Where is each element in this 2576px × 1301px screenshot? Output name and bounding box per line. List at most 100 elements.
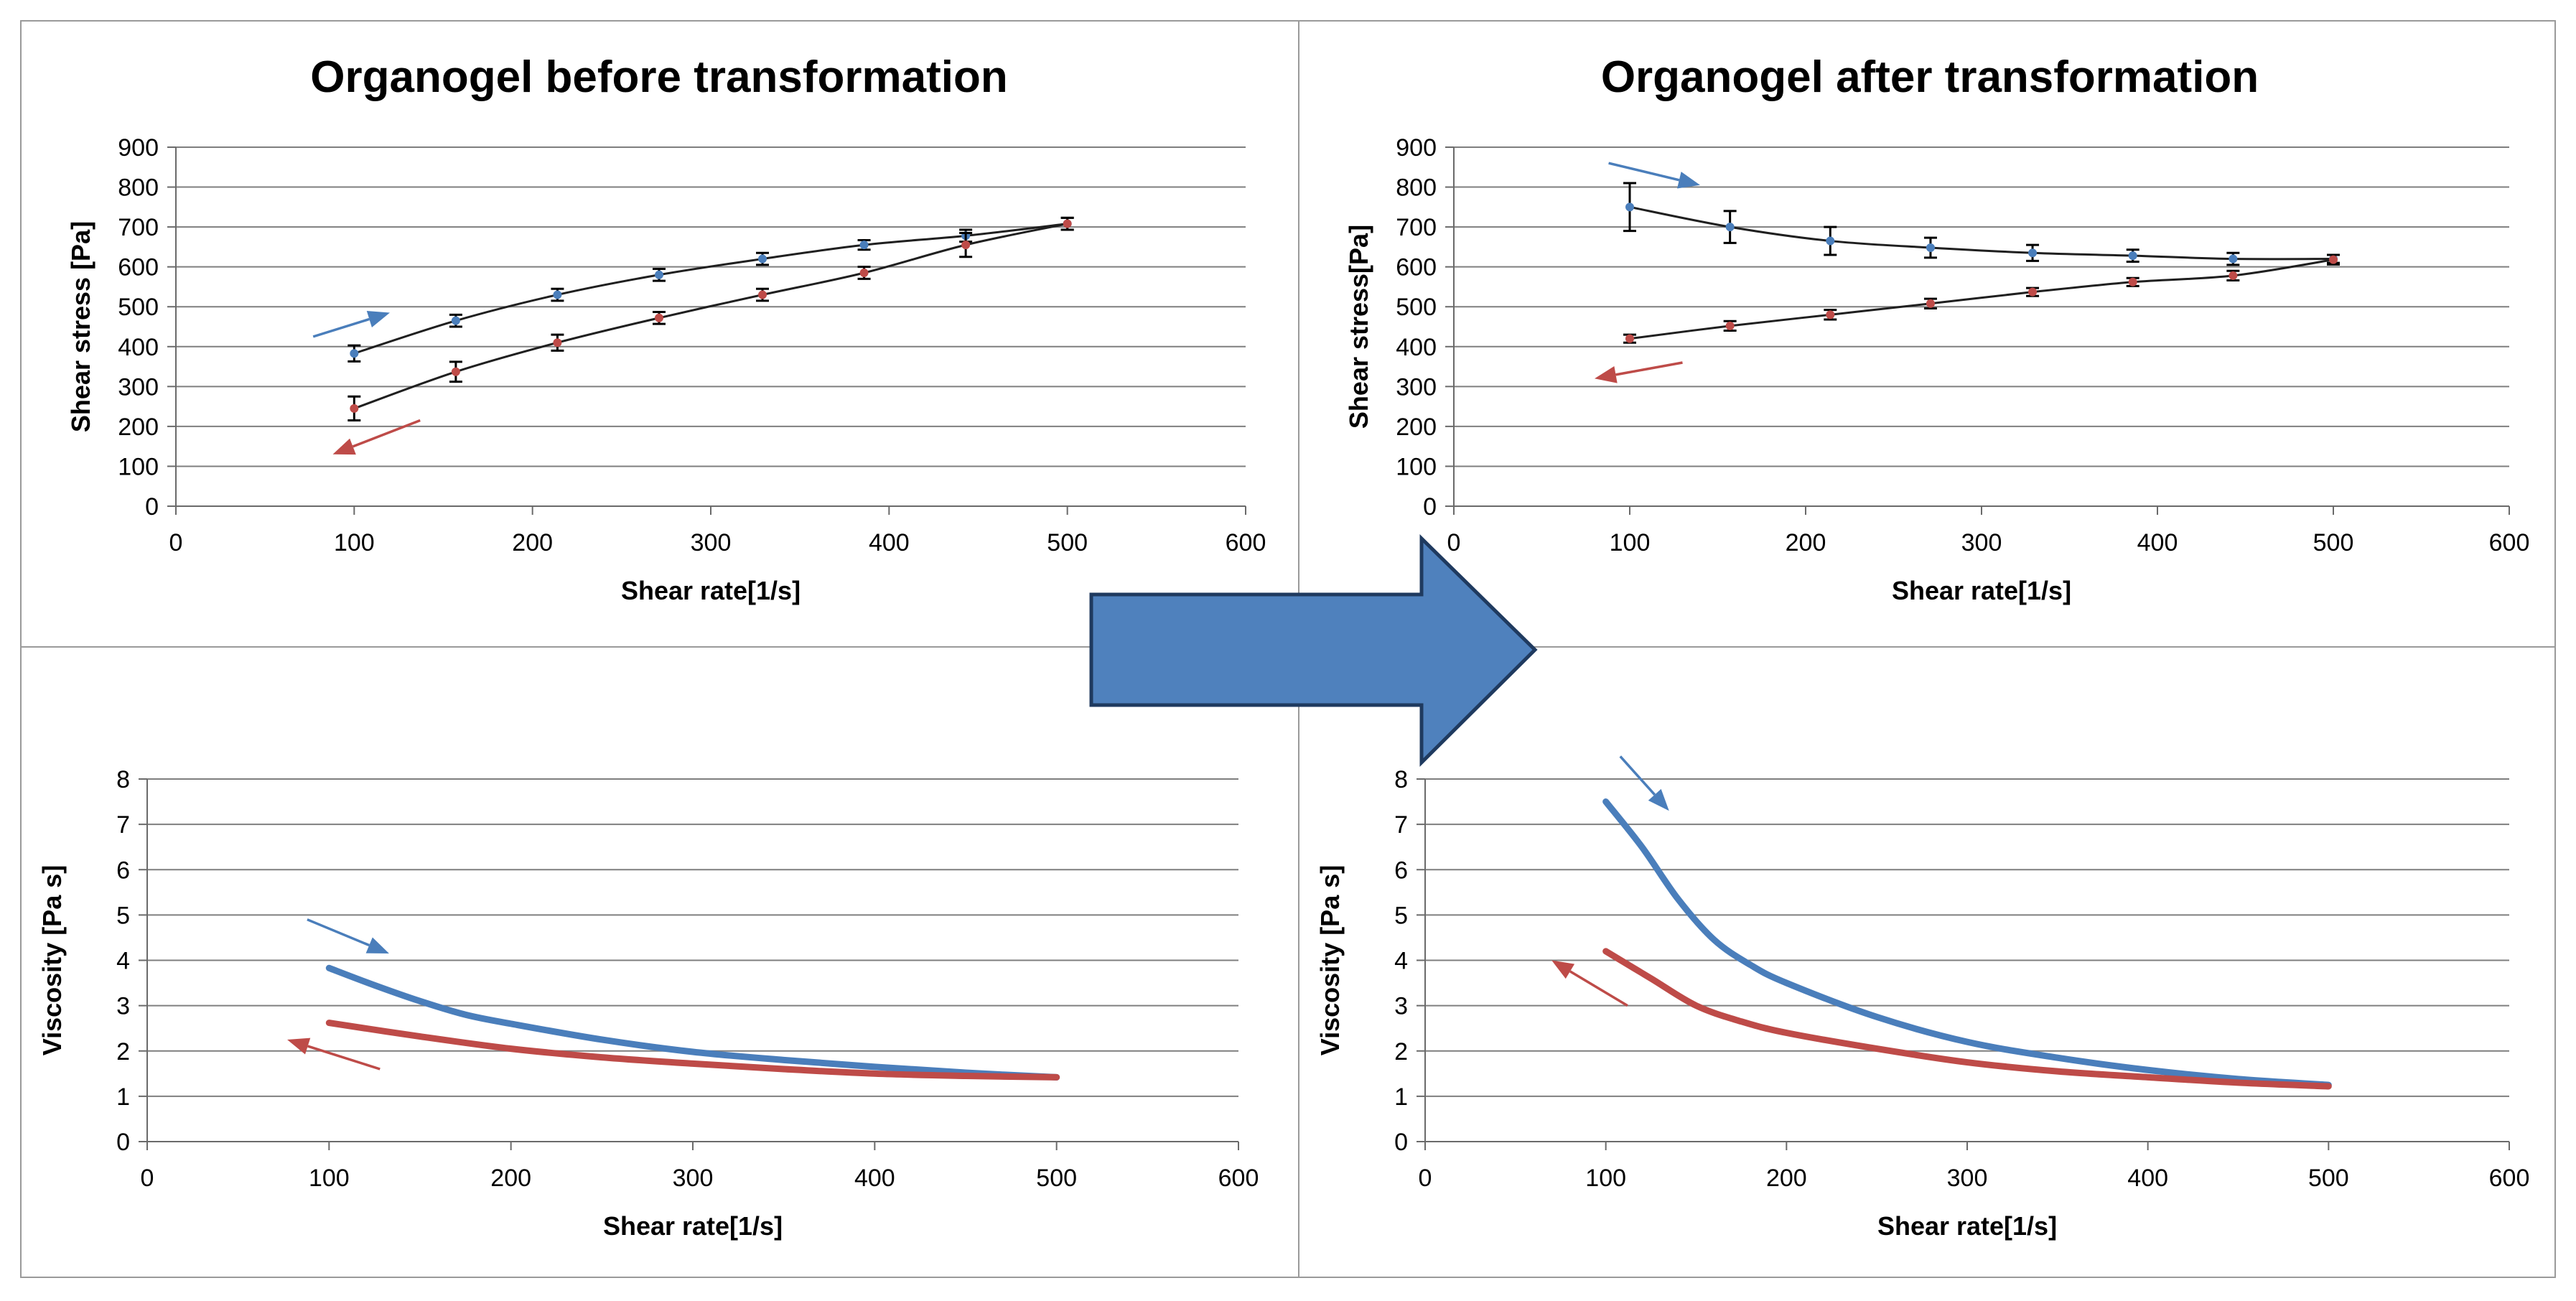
y-tick-label: 100 [1396, 453, 1437, 480]
y-tick-label: 5 [116, 902, 130, 929]
x-tick-label: 500 [1047, 529, 1088, 556]
x-axis-label: Shear rate[1/s] [1892, 576, 2071, 605]
data-point [1063, 219, 1072, 228]
data-point [553, 290, 562, 299]
data-point [654, 313, 663, 322]
trend-line [1629, 205, 2334, 261]
y-tick-label: 5 [1394, 902, 1408, 929]
x-tick-label: 200 [490, 1165, 531, 1192]
x-tick-label: 100 [334, 529, 375, 556]
series-line [1602, 948, 2332, 1090]
x-tick-label: 400 [2127, 1165, 2168, 1192]
x-tick-label: 0 [1419, 1165, 1432, 1192]
y-tick-label: 700 [1396, 214, 1437, 241]
direction-arrow-head [365, 937, 389, 954]
x-tick-label: 100 [1610, 529, 1651, 556]
direction-arrow-shaft [1615, 361, 1683, 376]
direction-arrow-head [287, 1037, 311, 1055]
x-tick-label: 300 [673, 1165, 714, 1192]
y-tick-label: 800 [1396, 174, 1437, 202]
x-tick-label: 300 [1961, 529, 2002, 556]
x-axis-label: Shear rate[1/s] [603, 1211, 783, 1241]
y-tick-label: 800 [118, 174, 159, 202]
chart-viscosity-after: 0 1 2 3 4 5 6 7 8 0 100 200 300 400 500 600 Shear rate[1… [1315, 755, 2530, 1241]
data-point [1826, 310, 1835, 320]
data-point [2128, 277, 2137, 286]
y-tick-label: 0 [1394, 1129, 1408, 1156]
panel-frame-bottom-right [1298, 646, 2556, 1278]
y-tick-label: 1 [116, 1083, 130, 1111]
y-tick-label: 300 [1396, 373, 1437, 401]
x-tick-label: 0 [169, 529, 183, 556]
y-tick-label: 600 [118, 254, 159, 281]
x-tick-label: 600 [1218, 1165, 1259, 1192]
y-tick-label: 900 [118, 134, 159, 162]
x-tick-label: 300 [691, 529, 732, 556]
data-point [2229, 254, 2238, 264]
y-tick-label: 900 [1396, 134, 1437, 162]
direction-arrow-shaft [1608, 162, 1680, 182]
y-tick-label: 300 [118, 373, 159, 401]
y-tick-label: 6 [116, 857, 130, 884]
title-after: Organogel after transformation [1601, 52, 2259, 102]
x-tick-label: 100 [309, 1165, 350, 1192]
data-point [1826, 236, 1835, 246]
data-point [2128, 251, 2137, 261]
y-tick-label: 4 [1394, 948, 1408, 975]
x-tick-label: 500 [1036, 1165, 1077, 1192]
data-point [2329, 255, 2338, 264]
y-tick-label: 700 [118, 214, 159, 241]
y-tick-label: 600 [1396, 254, 1437, 281]
direction-arrow-shaft [307, 1045, 381, 1071]
x-tick-label: 400 [2137, 529, 2178, 556]
x-tick-label: 600 [1226, 529, 1266, 556]
data-point [859, 241, 869, 250]
x-tick-label: 300 [1947, 1165, 1988, 1192]
data-point [758, 254, 767, 264]
direction-arrow-head [1595, 366, 1618, 383]
y-tick-label: 2 [1394, 1038, 1408, 1065]
data-point [350, 404, 359, 413]
x-tick-label: 0 [141, 1165, 154, 1192]
data-point [961, 241, 971, 250]
y-tick-label: 400 [1396, 334, 1437, 361]
y-tick-label: 100 [118, 453, 159, 480]
y-tick-label: 3 [1394, 993, 1408, 1020]
data-point [1625, 334, 1634, 343]
direction-arrow-head [1551, 960, 1575, 979]
x-tick-label: 600 [2489, 529, 2530, 556]
data-point [1926, 299, 1935, 308]
x-tick-label: 600 [2489, 1165, 2530, 1192]
data-point [2028, 248, 2038, 258]
x-axis-label: Shear rate[1/s] [1877, 1211, 2057, 1241]
trend-line [353, 223, 1068, 355]
x-tick-label: 500 [2313, 529, 2354, 556]
series-line [325, 964, 1060, 1081]
data-point [1625, 202, 1634, 212]
series-line [325, 1020, 1060, 1081]
y-tick-label: 0 [145, 493, 159, 521]
trend-line [1629, 258, 2334, 340]
x-tick-label: 400 [869, 529, 910, 556]
direction-arrow-shaft [352, 419, 421, 448]
data-point [859, 269, 869, 277]
direction-arrow-head [332, 438, 356, 455]
data-point [350, 349, 359, 358]
y-tick-label: 1 [1394, 1083, 1408, 1111]
y-tick-label: 500 [118, 294, 159, 321]
chart-viscosity-before: 0 1 2 3 4 5 6 7 8 0 100 200 300 400 500 600 Shear rate[1… [37, 766, 1259, 1241]
transformation-arrow [1089, 534, 1538, 768]
y-tick-label: 500 [1396, 294, 1437, 321]
data-point [2028, 287, 2038, 297]
direction-arrow-head [1677, 172, 1700, 189]
data-point [1725, 223, 1735, 232]
direction-arrow-shaft [1569, 970, 1628, 1007]
data-point [654, 270, 663, 279]
x-tick-label: 100 [1585, 1165, 1626, 1192]
chart-stress-after: 0 100 200 300 400 500 600 700 800 900 0 100 200 300 40… [1344, 134, 2529, 605]
y-tick-label: 7 [1394, 811, 1408, 839]
y-tick-label: 2 [116, 1038, 130, 1065]
y-axis-label: Viscosity [Pa s] [1315, 865, 1345, 1055]
trend-line [353, 223, 1068, 410]
